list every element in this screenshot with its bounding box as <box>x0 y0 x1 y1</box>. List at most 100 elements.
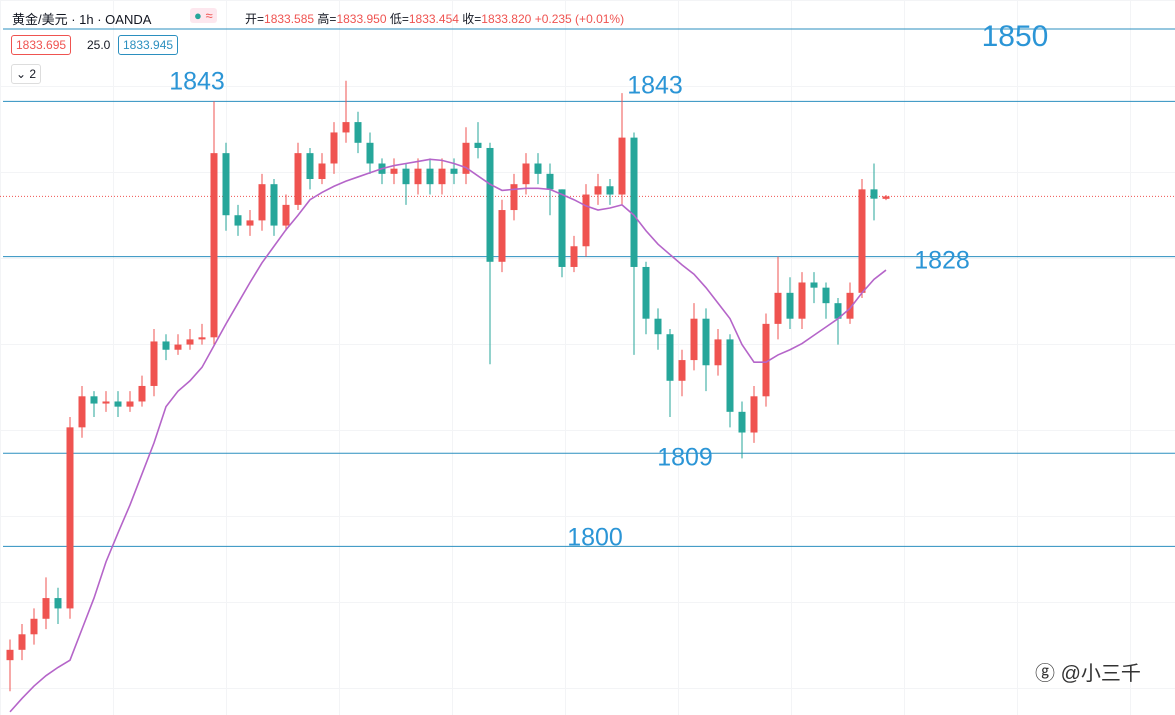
candle-body <box>162 341 170 350</box>
ohlc-value: 1833.585 <box>264 12 315 26</box>
candle-body <box>198 337 206 340</box>
ohlc-label: 开= <box>245 12 265 26</box>
candle-body <box>822 287 830 304</box>
candle-body <box>282 204 290 226</box>
level-label: 1809 <box>657 444 713 472</box>
candle-body <box>702 318 710 366</box>
candle-body <box>270 184 278 226</box>
candle-body <box>630 137 638 267</box>
candle-body <box>18 634 26 650</box>
ohlc-legend: 开=1833.585 高=1833.950 低=1833.454 收=1833.… <box>245 10 624 27</box>
candle-body <box>450 168 458 174</box>
candle-body <box>714 339 722 366</box>
candle-body <box>390 168 398 174</box>
ohlc-change: +0.235 (+0.01%) <box>534 12 625 26</box>
candle-body <box>618 137 626 195</box>
candle-body <box>690 318 698 361</box>
candle-body <box>126 401 134 407</box>
candle-body <box>486 147 494 262</box>
candle-body <box>438 168 446 185</box>
candle-body <box>666 334 674 381</box>
candle-body <box>606 186 614 195</box>
candle-body <box>90 396 98 404</box>
candle-body <box>678 360 686 381</box>
level-label: 1800 <box>567 524 623 552</box>
candle-body <box>834 303 842 319</box>
candle-body <box>210 153 218 338</box>
level-label: 1828 <box>914 247 970 275</box>
candle-body <box>582 194 590 247</box>
spread: 25.0 <box>87 38 111 52</box>
symbol-title: 黄金/美元 · 1h · OANDA <box>12 12 152 27</box>
candle-body <box>738 411 746 433</box>
watermark-text: @小三千 <box>1060 663 1141 685</box>
candle-body <box>294 153 302 205</box>
level-label: 1850 <box>982 20 1049 53</box>
candle-body <box>42 598 50 619</box>
candle-body <box>426 168 434 185</box>
candle-body <box>534 163 542 174</box>
watermark: ⓖ @小三千 <box>1035 663 1141 685</box>
candle-body <box>54 598 62 609</box>
candle-body <box>342 122 350 133</box>
indicator-toggle[interactable]: ⌄ 2 <box>11 64 42 84</box>
candle-body <box>726 339 734 412</box>
candle-body <box>150 341 158 386</box>
candle-body <box>498 210 506 262</box>
candle-body <box>366 142 374 164</box>
candle-body <box>750 396 758 433</box>
candle-body <box>138 385 146 402</box>
candle-body <box>414 168 422 185</box>
candle-body <box>870 189 878 199</box>
ohlc-value: 1833.820 <box>481 12 532 26</box>
candle-body <box>114 401 122 407</box>
candle-body <box>306 153 314 180</box>
candle-body <box>402 168 410 185</box>
ohlc-value: 1833.454 <box>408 12 459 26</box>
bid-price[interactable]: 1833.695 <box>11 35 72 55</box>
candle-body <box>78 396 86 428</box>
ohlc-value: 1833.950 <box>336 12 387 26</box>
candle-body <box>474 142 482 148</box>
candle-body <box>222 153 230 216</box>
candle-body <box>654 318 662 335</box>
candle-body <box>6 649 14 661</box>
candle-body <box>762 323 770 397</box>
candle-body <box>846 292 854 319</box>
candle-body <box>882 196 890 199</box>
candle-body <box>462 142 470 174</box>
indicator-count: 2 <box>29 67 37 81</box>
candle-body <box>558 189 566 267</box>
candle-body <box>570 246 578 267</box>
candle-body <box>246 220 254 226</box>
candle-body <box>354 122 362 143</box>
ask-price[interactable]: 1833.945 <box>118 35 179 55</box>
ohlc-label: 高= <box>317 12 337 26</box>
candle-body <box>186 339 194 345</box>
candle-body <box>522 163 530 185</box>
candle-body <box>786 292 794 319</box>
candle-body <box>642 266 650 319</box>
moving-average <box>9 158 887 713</box>
candle-body <box>66 427 74 609</box>
candle-body <box>546 173 554 190</box>
status-badge[interactable]: ● ≈ <box>190 8 217 23</box>
candle-body <box>174 344 182 350</box>
candle-body <box>258 184 266 221</box>
candle-body <box>102 401 110 404</box>
candle-body <box>510 184 518 211</box>
candle-body <box>330 132 338 164</box>
candle-body <box>318 163 326 180</box>
level-label: 1843 <box>627 72 683 100</box>
candle-body <box>858 189 866 293</box>
candle-body <box>594 186 602 195</box>
candle-body <box>774 292 782 324</box>
candle-body <box>30 618 38 635</box>
level-label: 1843 <box>169 68 225 96</box>
ohlc-label: 收= <box>462 12 482 26</box>
candle-body <box>234 215 242 226</box>
candle-body <box>810 282 818 288</box>
candle-body <box>798 282 806 319</box>
